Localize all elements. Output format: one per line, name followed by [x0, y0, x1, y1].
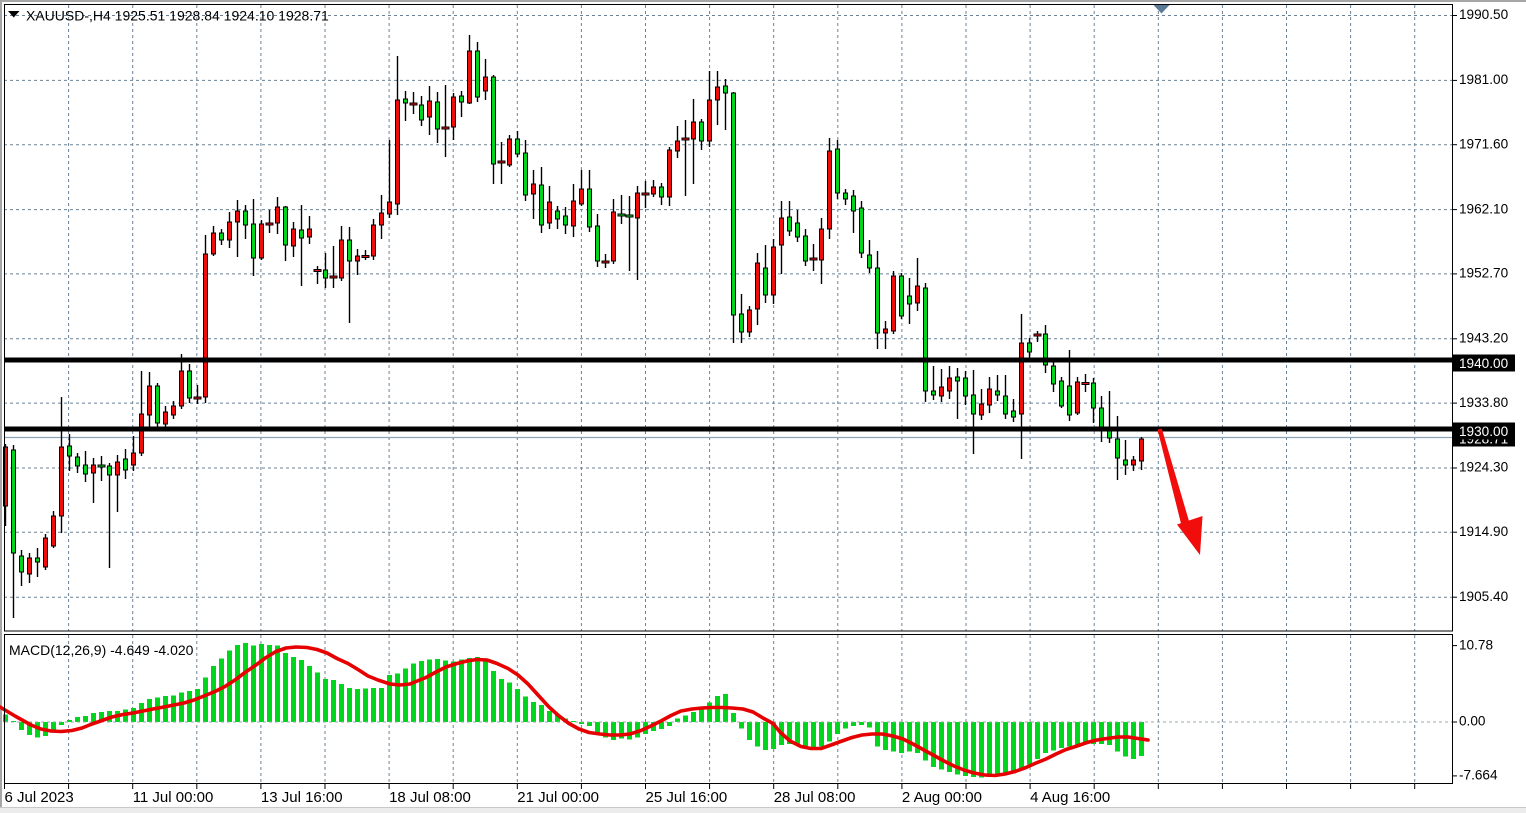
svg-text:1933.80: 1933.80 — [1459, 395, 1509, 410]
svg-text:6 Jul 2023: 6 Jul 2023 — [5, 789, 74, 806]
svg-text:1924.30: 1924.30 — [1459, 460, 1509, 475]
svg-text:2 Aug 00:00: 2 Aug 00:00 — [902, 789, 982, 806]
svg-text:0.00: 0.00 — [1459, 714, 1486, 729]
svg-text:1990.50: 1990.50 — [1459, 7, 1509, 22]
svg-text:1943.20: 1943.20 — [1459, 331, 1509, 346]
svg-text:-7.664: -7.664 — [1459, 768, 1498, 783]
svg-text:18 Jul 08:00: 18 Jul 08:00 — [389, 789, 471, 806]
svg-text:1940.00: 1940.00 — [1459, 356, 1509, 371]
svg-text:4 Aug 16:00: 4 Aug 16:00 — [1030, 789, 1110, 806]
svg-text:1930.00: 1930.00 — [1459, 424, 1509, 439]
svg-text:XAUUSD-,H4 1925.51 1928.84 19: XAUUSD-,H4 1925.51 1928.84 1924.10 1928.… — [26, 7, 329, 23]
svg-text:1971.60: 1971.60 — [1459, 136, 1509, 151]
svg-text:1952.70: 1952.70 — [1459, 266, 1509, 281]
svg-text:21 Jul 00:00: 21 Jul 00:00 — [517, 789, 599, 806]
svg-text:28 Jul 08:00: 28 Jul 08:00 — [774, 789, 856, 806]
svg-text:13 Jul 16:00: 13 Jul 16:00 — [261, 789, 343, 806]
svg-text:MACD(12,26,9) -4.649 -4.020: MACD(12,26,9) -4.649 -4.020 — [9, 642, 194, 658]
svg-text:1962.10: 1962.10 — [1459, 201, 1509, 216]
svg-text:1981.00: 1981.00 — [1459, 72, 1509, 87]
svg-text:10.78: 10.78 — [1459, 637, 1493, 652]
svg-text:25 Jul 16:00: 25 Jul 16:00 — [646, 789, 728, 806]
svg-text:1905.40: 1905.40 — [1459, 589, 1509, 604]
svg-text:1914.90: 1914.90 — [1459, 524, 1509, 539]
svg-text:11 Jul 00:00: 11 Jul 00:00 — [133, 789, 214, 806]
